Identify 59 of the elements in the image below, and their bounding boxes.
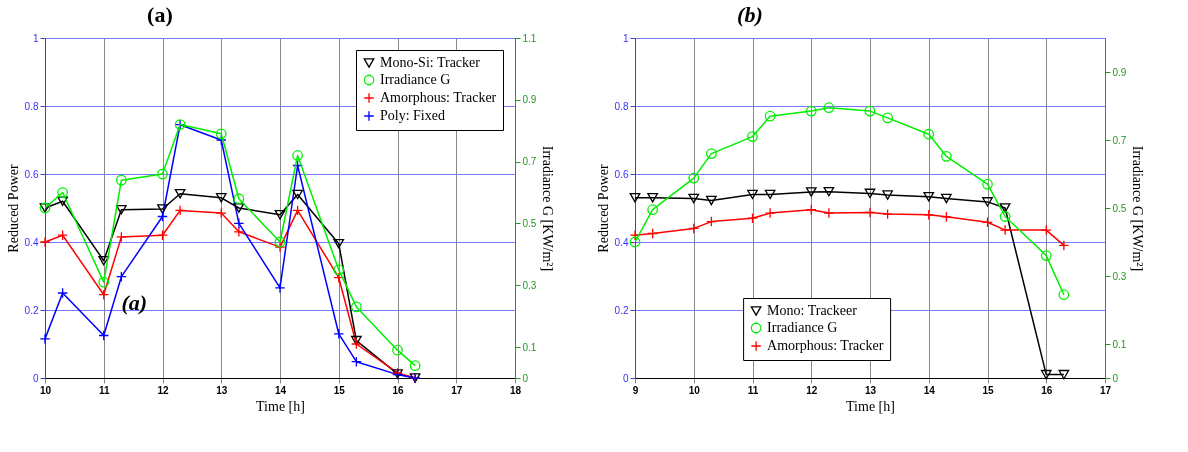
y2-tick-label: 0.3 — [1112, 270, 1127, 282]
y2-axis-title: Irradiance G [KW/m²] — [1130, 145, 1146, 272]
x-tick-label: 17 — [1099, 384, 1112, 396]
chart-title: (b) — [737, 2, 763, 27]
x-tick-label: 12 — [157, 384, 169, 396]
annotation: (a) — [121, 290, 148, 316]
x-tick-label: 18 — [509, 384, 522, 396]
y2-tick-label: 0.7 — [522, 156, 537, 168]
legend-label: Poly: Fixed — [380, 108, 445, 123]
x-axis-title: Time [h] — [846, 398, 895, 414]
x-tick-label: 10 — [39, 384, 52, 396]
y2-tick-label: 1.1 — [522, 32, 537, 44]
y2-tick-label: 0 — [1112, 372, 1119, 384]
x-tick-label: 11 — [98, 384, 110, 396]
chart-title: (a) — [147, 2, 173, 27]
legend-label: Irradiance G — [380, 72, 451, 87]
y-tick-label: 1 — [622, 32, 629, 44]
x-tick-label: 16 — [1041, 384, 1053, 396]
x-tick-label: 13 — [216, 384, 228, 396]
y-tick-label: 0.2 — [24, 304, 39, 316]
y2-tick-label: 0.9 — [1112, 66, 1127, 78]
y2-tick-label: 0 — [522, 372, 529, 384]
x-tick-label: 17 — [451, 384, 463, 396]
legend-label: Amorphous: Tracker — [767, 338, 884, 353]
y-tick-label: 0 — [32, 372, 39, 384]
y-tick-label: 0.8 — [614, 100, 629, 112]
y2-tick-label: 0.7 — [1112, 134, 1127, 146]
y2-tick-label: 0.1 — [522, 341, 537, 353]
x-tick-label: 15 — [982, 384, 994, 396]
y-axis-title: Reduced Power — [595, 164, 611, 253]
legend-label: Mono-Si: Tracker — [380, 55, 481, 70]
y-tick-label: 1 — [32, 32, 39, 44]
x-tick-label: 10 — [688, 384, 701, 396]
x-tick-label: 14 — [274, 384, 287, 396]
x-tick-label: 16 — [392, 384, 404, 396]
y-tick-label: 0 — [622, 372, 629, 384]
y-tick-label: 0.8 — [24, 100, 39, 112]
y2-tick-label: 0.5 — [1112, 202, 1127, 214]
y2-axis-title: Irradiance G [KW/m²] — [540, 145, 556, 272]
y-tick-label: 0.4 — [24, 236, 39, 248]
y-tick-label: 0.6 — [614, 168, 629, 180]
y-tick-label: 0.2 — [614, 304, 629, 316]
x-tick-label: 13 — [864, 384, 877, 396]
y-tick-label: 0.4 — [614, 236, 629, 248]
y2-tick-label: 0.5 — [522, 217, 537, 229]
y2-tick-label: 0.9 — [522, 94, 537, 106]
y2-tick-label: 0.3 — [522, 279, 537, 291]
x-tick-label: 9 — [632, 384, 639, 396]
y2-tick-label: 0.1 — [1112, 338, 1127, 350]
y-tick-label: 0.6 — [24, 168, 39, 180]
legend-label: Mono: Trackeer — [767, 303, 858, 318]
x-tick-label: 12 — [806, 384, 818, 396]
x-tick-label: 15 — [333, 384, 346, 396]
legend-label: Amorphous: Tracker — [380, 90, 497, 105]
x-tick-label: 14 — [923, 384, 936, 396]
x-axis-title: Time [h] — [256, 398, 305, 414]
x-tick-label: 11 — [747, 384, 759, 396]
legend-label: Irradiance G — [767, 320, 838, 335]
y-axis-title: Reduced Power — [5, 164, 21, 253]
